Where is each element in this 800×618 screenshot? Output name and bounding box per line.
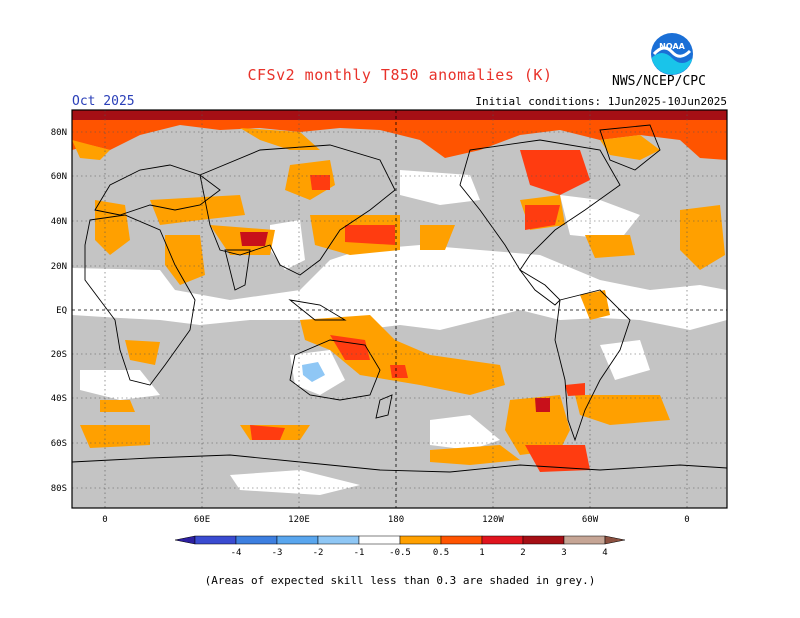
colorbar-tick-label: -3	[272, 548, 283, 558]
colorbar-swatch	[235, 535, 278, 545]
colorbar-swatch	[563, 535, 606, 545]
lon-label: 60W	[582, 515, 599, 525]
lat-label: 40N	[51, 217, 67, 227]
colorbar-tick-label: 2	[520, 548, 525, 558]
lat-label: 20N	[51, 262, 67, 272]
longitude-labels: 0 60E 120E 180 120W 60W 0	[102, 515, 689, 525]
map-frame	[71, 109, 728, 509]
arctic-warm-band	[72, 110, 727, 160]
latitude-labels: 80N 60N 40N 20N EQ 20S 40S 60S 80S	[51, 128, 67, 494]
agency-label: NWS/NCEP/CPC	[612, 74, 706, 89]
lat-label: 20S	[51, 350, 67, 360]
page-title: CFSv2 monthly T850 anomalies (K)	[247, 66, 553, 84]
colorbar-swatch	[481, 535, 524, 545]
footnote: (Areas of expected skill less than 0.3 a…	[204, 574, 596, 587]
colorbar-swatch	[399, 535, 442, 545]
lat-label: 80N	[51, 128, 67, 138]
colorbar-swatch	[522, 535, 565, 545]
lon-label: 0	[684, 515, 689, 525]
colorbar-tick-label: -1	[354, 548, 365, 558]
lat-label: 60S	[51, 439, 67, 449]
lon-label: 180	[388, 515, 404, 525]
colorbar-swatch	[317, 535, 360, 545]
negative-anomaly-area	[302, 362, 325, 382]
colorbar-arrow-high	[604, 535, 626, 545]
very-strong-anomaly-areas	[240, 232, 550, 412]
lat-label: 60N	[51, 172, 67, 182]
forecast-month: Oct 2025	[72, 94, 135, 109]
lat-label: EQ	[56, 306, 67, 316]
colorbar-swatch	[358, 535, 401, 545]
colorbar-tick-label: 3	[561, 548, 566, 558]
colorbar-tick-label: 4	[602, 548, 607, 558]
lat-label: 40S	[51, 394, 67, 404]
noaa-logo: NOAA	[650, 32, 694, 80]
colorbar-swatch	[276, 535, 319, 545]
noaa-logo-text: NOAA	[659, 42, 685, 51]
colorbar-tick-label: 1	[479, 548, 484, 558]
colorbar-tick-label: 0.5	[433, 548, 449, 558]
lon-label: 120E	[288, 515, 310, 525]
lat-label: 80S	[51, 484, 67, 494]
colorbar-swatch	[194, 535, 237, 545]
map-gridlines	[72, 110, 727, 508]
colorbar-tick-label: -0.5	[389, 548, 411, 558]
colorbar-tick-label: -4	[231, 548, 242, 558]
lon-label: 60E	[194, 515, 210, 525]
colorbar-tick-label: -2	[313, 548, 324, 558]
map-reference-lines	[72, 110, 727, 508]
initial-conditions: Initial conditions: 1Jun2025-10Jun2025	[475, 95, 727, 108]
lon-label: 120W	[482, 515, 504, 525]
lon-label: 0	[102, 515, 107, 525]
colorbar-arrow-low	[174, 535, 196, 545]
colorbar-swatch	[440, 535, 483, 545]
